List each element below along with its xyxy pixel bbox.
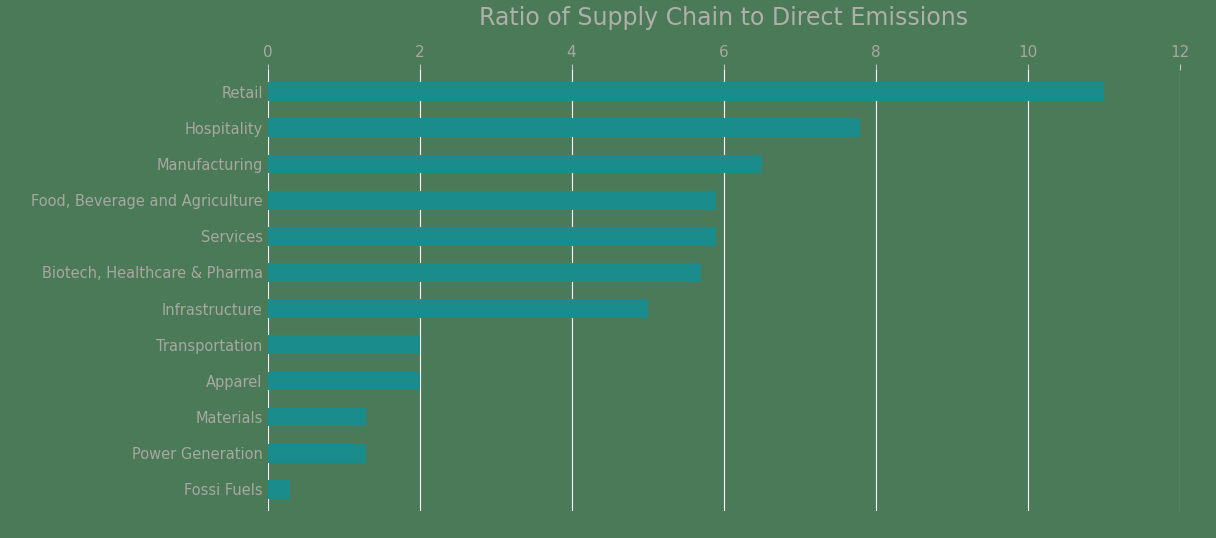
Bar (268, 480, 291, 499)
Bar (268, 82, 1104, 101)
Bar (268, 444, 366, 463)
Bar (268, 372, 420, 391)
Bar (268, 263, 700, 282)
Bar (268, 118, 860, 137)
Bar (268, 190, 716, 209)
Bar (268, 299, 647, 318)
Bar (268, 154, 761, 173)
Bar (268, 227, 716, 246)
Bar (268, 408, 366, 427)
Bar (268, 335, 420, 354)
Title: Ratio of Supply Chain to Direct Emissions: Ratio of Supply Chain to Direct Emission… (479, 6, 968, 30)
